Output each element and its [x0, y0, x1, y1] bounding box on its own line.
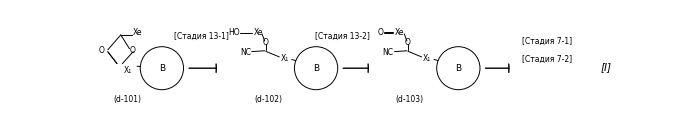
- Text: HO: HO: [228, 28, 239, 37]
- Text: [Стадия 7-1]: [Стадия 7-1]: [522, 37, 572, 46]
- Text: Xe: Xe: [133, 28, 142, 37]
- Text: [Стадия 7-2]: [Стадия 7-2]: [522, 55, 572, 63]
- Text: B: B: [159, 64, 165, 73]
- Text: O: O: [377, 28, 383, 37]
- Text: NC: NC: [240, 47, 251, 57]
- Text: O: O: [405, 38, 411, 47]
- Text: B: B: [313, 64, 319, 73]
- Text: O: O: [99, 46, 105, 55]
- Text: B: B: [455, 64, 461, 73]
- Text: O: O: [263, 38, 269, 47]
- Text: (d-102): (d-102): [255, 95, 283, 104]
- Text: Xe: Xe: [394, 28, 404, 37]
- Text: (d-103): (d-103): [396, 95, 424, 104]
- Text: Xe: Xe: [253, 28, 263, 37]
- Text: [Стадия 13-2]: [Стадия 13-2]: [315, 32, 370, 41]
- Text: O: O: [129, 46, 135, 55]
- Text: [Стадия 13-1]: [Стадия 13-1]: [174, 32, 230, 41]
- Text: [I]: [I]: [601, 62, 612, 72]
- Text: NC: NC: [383, 47, 394, 57]
- Text: (d-101): (d-101): [114, 95, 142, 104]
- Text: X₁: X₁: [281, 54, 288, 63]
- Text: X₁: X₁: [423, 54, 431, 63]
- Text: X₁: X₁: [124, 66, 133, 75]
